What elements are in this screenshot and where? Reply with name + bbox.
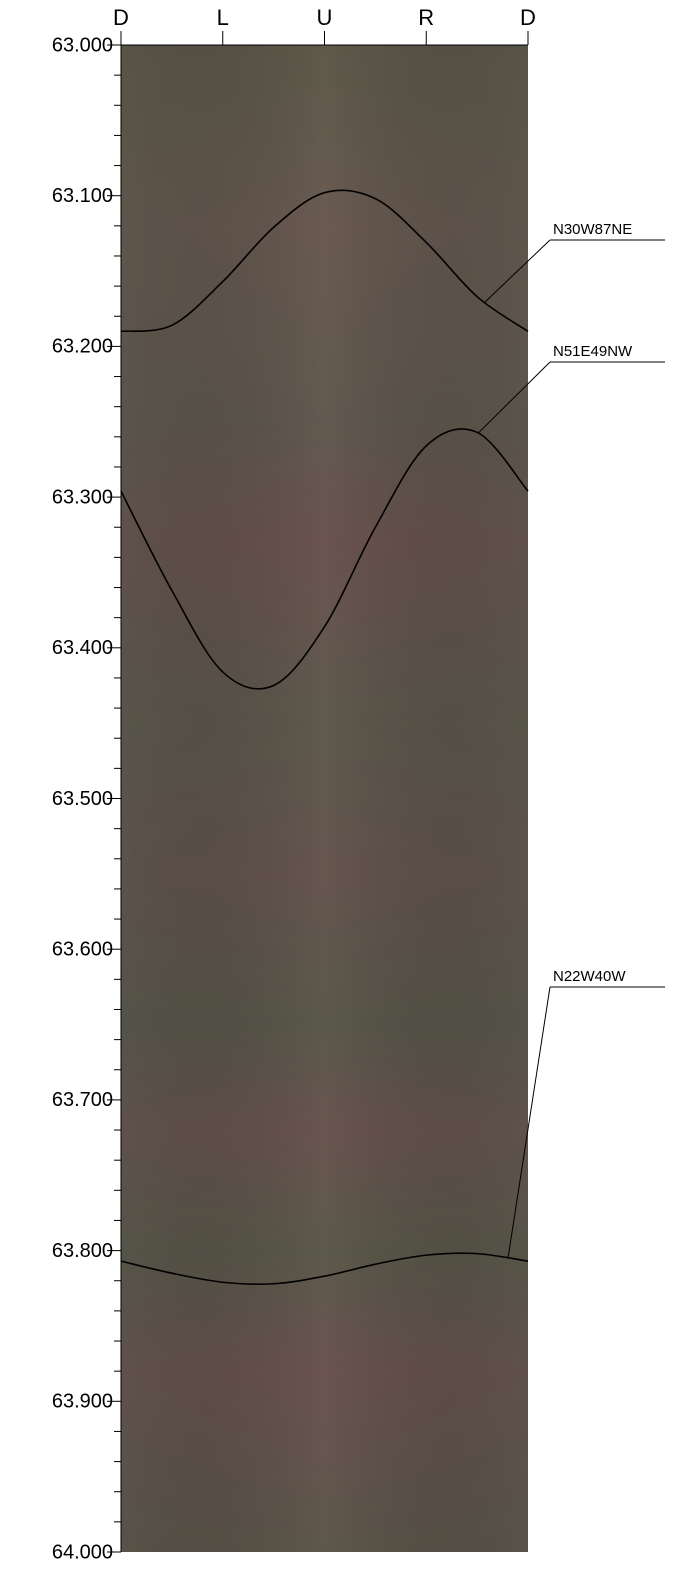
y-tick-label: 63.100 (52, 185, 113, 207)
y-tick-label: 64.000 (52, 1541, 113, 1563)
borehole-shading (121, 45, 528, 1552)
y-tick-label: 63.000 (52, 34, 113, 56)
y-tick-label: 63.600 (52, 938, 113, 960)
x-tick-label: D (113, 5, 129, 30)
feature-sinusoid (120, 189, 529, 333)
y-tick-label: 63.400 (52, 637, 113, 659)
feature-label: N30W87NE (553, 221, 632, 238)
x-tick-label: D (520, 5, 536, 30)
plot-layer: 63.000 63.100 63.200 63.300 63.400 63.500 63.6… (52, 5, 665, 1563)
y-tick-label: 63.200 (52, 336, 113, 358)
y-tick-label: 63.800 (52, 1240, 113, 1262)
y-tick-label: 63.900 (52, 1391, 113, 1413)
feature-sinusoid (120, 1252, 529, 1285)
x-tick-label: R (418, 5, 434, 30)
leader-line (507, 986, 551, 1259)
x-tick-label: U (317, 5, 333, 30)
x-tick-label: L (217, 5, 229, 30)
feature-sinusoid (120, 428, 529, 690)
y-tick-label: 63.700 (52, 1089, 113, 1111)
feature-label: N22W40W (553, 968, 626, 985)
leader-line (477, 361, 551, 434)
y-tick-label: 63.500 (52, 788, 113, 810)
leader-line (484, 239, 551, 303)
feature-label: N51E49NW (553, 343, 633, 360)
y-tick-label: 63.300 (52, 486, 113, 508)
